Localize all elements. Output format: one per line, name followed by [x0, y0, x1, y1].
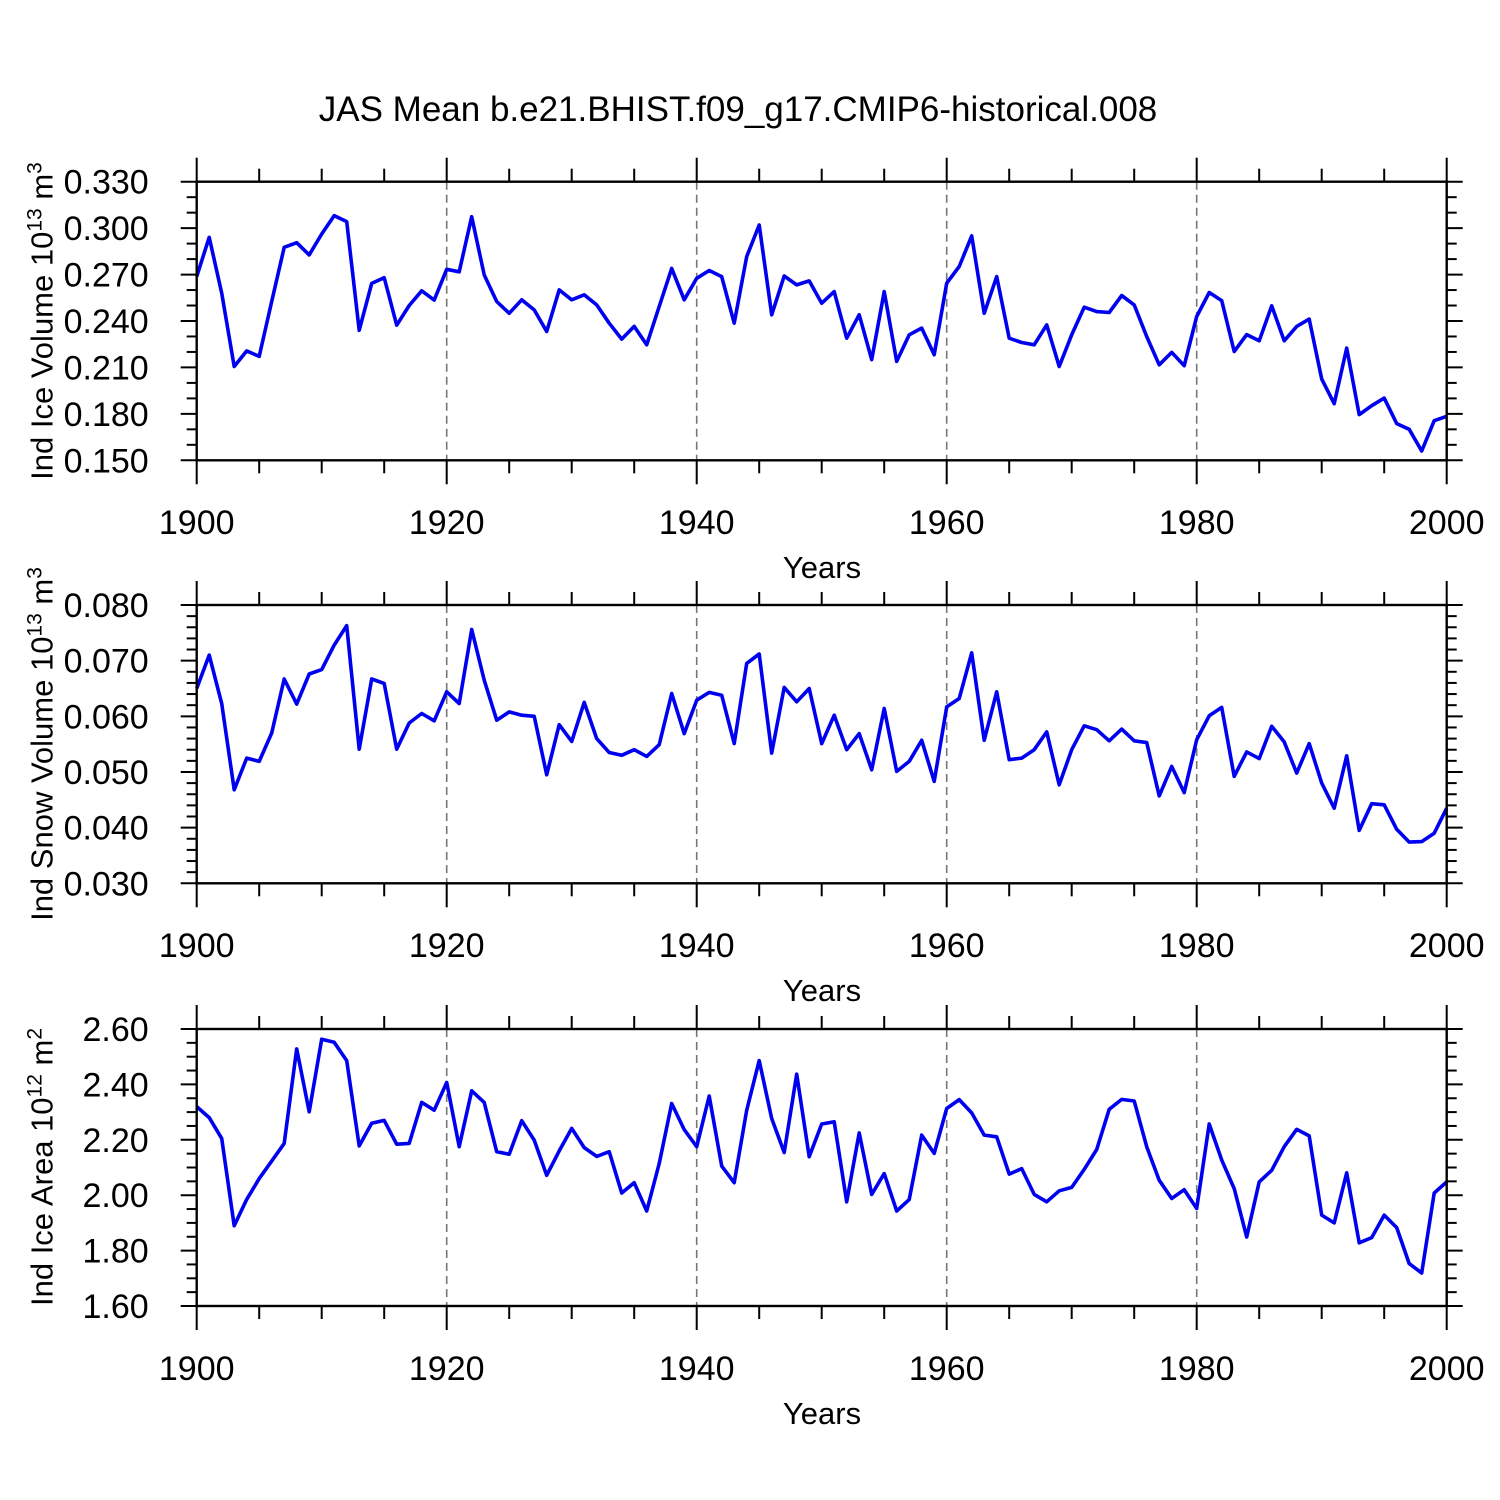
x-tick-labels: 1900 1920 1940 1960 1980 2000 — [159, 1350, 1485, 1388]
x-tick-label: 1940 — [659, 1350, 735, 1388]
x-tick-label: 1980 — [1159, 927, 1235, 965]
y-tick-labels: 0.030 0.040 0.050 0.060 0.070 0.080 — [64, 587, 149, 903]
axis-ticks — [180, 157, 1463, 485]
y-tick-label: 0.080 — [64, 587, 149, 625]
x-tick-label: 1900 — [159, 504, 235, 542]
ice-volume-plot: 1900 1920 1940 1960 1980 20000.1500.1800.2100… — [64, 157, 1485, 542]
x-tick-label: 1960 — [909, 1350, 985, 1388]
x-tick-label: 1920 — [409, 927, 485, 965]
y-tick-label: 0.330 — [64, 164, 149, 202]
gridlines — [445, 605, 1198, 884]
x-tick-label: 1900 — [159, 1350, 235, 1388]
x-axis-label-years-panel1: Years — [782, 550, 862, 585]
chart-title: JAS Mean b.e21.BHIST.f09_g17.CMIP6-histo… — [318, 90, 1158, 129]
y-axis-label-ice-area: Ind Ice Area 1012 m2 — [23, 1027, 60, 1307]
x-tick-label: 1940 — [659, 504, 735, 542]
ice-area-plot: 1900 1920 1940 1960 1980 2000 1.60 1.80 2.00 2.20… — [83, 1005, 1485, 1388]
x-tick-label: 1920 — [409, 504, 485, 542]
gridlines — [445, 1029, 1198, 1306]
y-tick-label: 2.40 — [83, 1066, 149, 1104]
plot-frame — [195, 1027, 1448, 1308]
y-tick-label: 1.60 — [83, 1288, 149, 1326]
data-line-ind-ice-area — [195, 1037, 1448, 1275]
x-tick-label: 2000 — [1409, 504, 1485, 542]
axis-ticks — [180, 1005, 1463, 1330]
snow-volume-plot: 1900 1920 1940 1960 1980 20000.0300.0400.0500… — [64, 581, 1485, 965]
x-tick-label: 1960 — [909, 927, 985, 965]
y-tick-label: 0.150 — [64, 442, 149, 480]
x-tick-label: 1980 — [1159, 1350, 1235, 1388]
y-tick-labels: 1.60 1.80 2.00 2.20 2.40 2.60 — [83, 1011, 149, 1326]
plot-frame — [195, 180, 1448, 462]
x-tick-labels: 1900 1920 1940 1960 1980 2000 — [159, 504, 1485, 542]
x-tick-label: 2000 — [1409, 927, 1485, 965]
data-line-ind-ice-volume — [194, 213, 1448, 453]
x-axis-label-years-panel2: Years — [782, 973, 862, 1008]
y-tick-label: 2.60 — [83, 1011, 149, 1049]
y-tick-label: 0.030 — [64, 865, 149, 903]
y-tick-label: 0.240 — [64, 303, 149, 341]
y-tick-label: 0.270 — [64, 257, 149, 295]
y-tick-label: 0.210 — [64, 349, 149, 387]
y-tick-label: 2.00 — [83, 1177, 149, 1215]
y-tick-label: 0.060 — [64, 698, 149, 736]
y-tick-label: 0.180 — [64, 396, 149, 434]
y-tick-label: 2.20 — [83, 1122, 149, 1160]
x-tick-labels: 1900 1920 1940 1960 1980 2000 — [159, 927, 1485, 965]
y-axis-label-ice-volume: Ind Ice Volume 1013 m3 — [23, 162, 60, 480]
y-tick-label: 0.070 — [64, 643, 149, 681]
y-tick-label: 1.80 — [83, 1233, 149, 1271]
gridlines — [445, 181, 1198, 461]
x-axis-label-years-panel3: Years — [782, 1396, 862, 1431]
axis-ticks — [180, 581, 1463, 908]
x-tick-label: 1960 — [909, 504, 985, 542]
x-tick-label: 1980 — [1159, 504, 1235, 542]
y-tick-label: 0.040 — [64, 810, 149, 848]
y-tick-label: 0.300 — [64, 210, 149, 248]
y-tick-labels: 0.150 0.180 0.210 0.240 0.270 0.300 0.330 — [64, 164, 149, 481]
x-tick-label: 1920 — [409, 1350, 485, 1388]
x-tick-label: 1940 — [659, 927, 735, 965]
x-tick-label: 1900 — [159, 927, 235, 965]
data-line-ind-snow-volume — [195, 623, 1449, 844]
y-axis-label-snow-volume: Ind Snow Volume 1013 m3 — [23, 567, 60, 921]
y-tick-label: 0.050 — [64, 754, 149, 792]
x-tick-label: 2000 — [1409, 1350, 1485, 1388]
